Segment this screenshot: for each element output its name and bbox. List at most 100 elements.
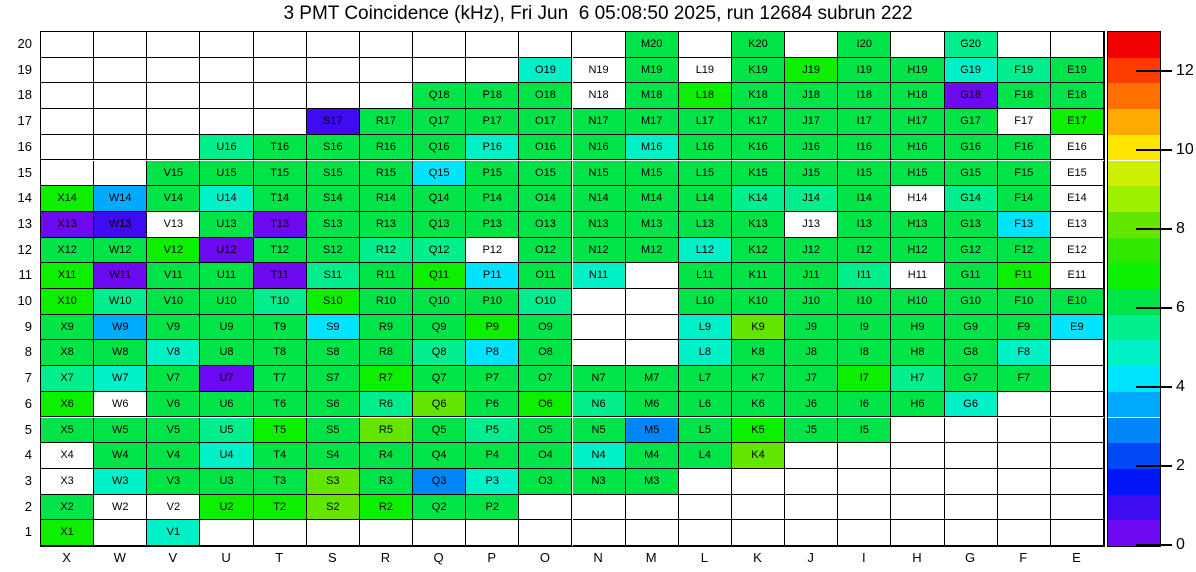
heatmap-cell: W13	[94, 211, 148, 238]
cell-label: H7	[910, 372, 925, 385]
cell-label: F12	[1014, 243, 1034, 256]
cell-label: V5	[166, 423, 181, 436]
heatmap-cell: P6	[466, 391, 520, 418]
heatmap-cell: U9	[200, 314, 254, 341]
heatmap-cell: W12	[94, 237, 148, 264]
y-tick-label: 8	[24, 344, 32, 360]
cell-label: V7	[166, 372, 181, 385]
heatmap-cell: U6	[200, 391, 254, 418]
colorbar-band	[1108, 520, 1160, 546]
cell-label: H17	[907, 115, 928, 128]
heatmap-cell	[731, 468, 786, 495]
heatmap-cell: H10	[891, 289, 945, 315]
cell-label: W3	[111, 474, 129, 487]
cell-label: J10	[802, 295, 821, 307]
heatmap-cell: O5	[519, 417, 573, 444]
cell-label: N19	[588, 63, 609, 76]
cell-label: K17	[748, 115, 768, 128]
cell-label: M19	[641, 63, 663, 76]
cell-label: V11	[163, 269, 183, 282]
heatmap-cell: J5	[785, 417, 839, 444]
colorbar-band	[1108, 391, 1160, 418]
cell-label: O4	[538, 449, 553, 462]
cell-label: I15	[856, 166, 872, 179]
heatmap-cell	[625, 340, 679, 367]
cell-label: P18	[482, 89, 503, 102]
heatmap-cell: G7	[944, 366, 998, 392]
heatmap-cell	[625, 494, 679, 521]
heatmap-cell: X10	[41, 289, 95, 315]
heatmap-cell	[200, 520, 254, 546]
cell-label: X9	[60, 320, 74, 333]
cell-label: K16	[748, 140, 768, 153]
heatmap-cell: F19	[997, 57, 1051, 84]
colorbar-band	[1108, 443, 1160, 469]
cell-label: N17	[588, 115, 609, 128]
cell-label: E15	[1067, 166, 1087, 179]
heatmap-cell	[731, 494, 786, 521]
cell-label: J14	[802, 192, 821, 205]
cell-label: O6	[538, 397, 553, 410]
cell-label: S7	[326, 372, 340, 385]
heatmap-cell	[572, 494, 626, 521]
cell-label: F18	[1014, 89, 1034, 102]
heatmap-cell: I7	[838, 366, 892, 392]
heatmap-cell: T10	[253, 289, 307, 315]
heatmap-cell	[1050, 520, 1104, 546]
heatmap-cell: V9	[147, 314, 201, 341]
cell-label: P13	[482, 217, 503, 230]
cell-label: M12	[641, 243, 663, 256]
heatmap-cell: I8	[838, 340, 892, 367]
cell-label: X12	[57, 243, 77, 256]
cell-label: P14	[482, 192, 503, 205]
heatmap-cell	[997, 391, 1051, 418]
cell-label: W12	[108, 243, 132, 256]
heatmap-cell: T11	[253, 263, 307, 289]
cell-label: N3	[591, 474, 606, 487]
cell-label: I20	[856, 38, 872, 50]
colorbar-band	[1108, 417, 1160, 444]
cell-label: O9	[538, 320, 553, 333]
cell-label: S14	[323, 192, 343, 205]
heatmap-cell: P9	[466, 314, 520, 341]
heatmap-cell: M14	[625, 186, 679, 212]
cell-label: P5	[485, 423, 499, 436]
heatmap-cell: R17	[359, 109, 414, 135]
cell-label: V2	[166, 500, 181, 513]
heatmap-cell: S16	[306, 134, 360, 161]
heatmap-cell: N3	[572, 468, 626, 495]
cell-label: W2	[111, 500, 129, 513]
heatmap-cell: M18	[625, 83, 679, 110]
heatmap-cell: E9	[1050, 314, 1104, 341]
cell-label: P2	[485, 500, 499, 513]
cell-label: Q12	[428, 243, 450, 256]
cell-label: N16	[588, 140, 609, 153]
cell-label: X2	[60, 500, 74, 513]
heatmap-cell: W3	[94, 468, 148, 495]
cell-label: U5	[219, 423, 234, 436]
cell-label: R5	[378, 423, 393, 436]
heatmap-cell: H13	[891, 211, 945, 238]
cell-label: Q14	[428, 192, 450, 205]
heatmap-cell: K18	[731, 83, 786, 110]
heatmap-cell: S14	[306, 186, 360, 212]
cell-label: O18	[535, 89, 556, 102]
heatmap-cell: E11	[1050, 263, 1104, 289]
heatmap-cell: O4	[519, 443, 573, 469]
heatmap-cell: P2	[466, 494, 520, 521]
cell-label: M16	[641, 140, 663, 153]
heatmap-cell	[519, 494, 573, 521]
heatmap-cell	[41, 109, 95, 135]
y-tick-label: 1	[24, 524, 32, 540]
cell-label: P8	[485, 346, 499, 359]
cell-label: J17	[802, 115, 821, 128]
heatmap-cell: F12	[997, 237, 1051, 264]
heatmap-cell: I15	[838, 160, 892, 187]
cell-label: U13	[216, 217, 237, 230]
cell-label: X10	[57, 295, 77, 307]
x-tick-label: J	[807, 550, 814, 565]
heatmap-cell: G6	[944, 391, 998, 418]
cell-label: P6	[485, 397, 499, 410]
cell-label: Q9	[431, 320, 447, 333]
cell-label: L6	[698, 397, 711, 410]
